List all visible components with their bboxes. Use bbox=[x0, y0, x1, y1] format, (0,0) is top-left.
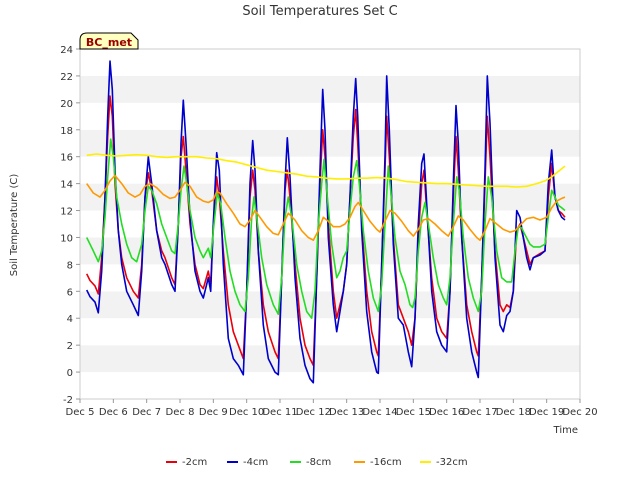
site-badge-label: BC_met bbox=[86, 36, 132, 49]
y-tick-label: 18 bbox=[60, 126, 73, 137]
y-tick-label: 4 bbox=[67, 314, 73, 325]
y-tick-label: 2 bbox=[67, 341, 73, 352]
x-tick-label: Dec 19 bbox=[529, 407, 564, 418]
series-lines bbox=[85, 60, 566, 384]
series-line-8cm bbox=[85, 138, 566, 319]
y-tick-label: -2 bbox=[63, 395, 73, 406]
y-tick-label: 14 bbox=[60, 180, 73, 191]
y-tick-label: 8 bbox=[67, 260, 73, 271]
grid-band bbox=[80, 102, 580, 130]
x-tick-label: Dec 9 bbox=[199, 407, 228, 418]
x-tick-label: Dec 7 bbox=[132, 407, 161, 418]
y-tick-label: 20 bbox=[60, 99, 73, 110]
legend-label: -2cm bbox=[182, 457, 207, 468]
grid-band bbox=[80, 183, 580, 211]
x-tick-label: Dec 12 bbox=[296, 407, 331, 418]
y-tick-label: 24 bbox=[60, 45, 73, 56]
x-tick-label: Dec 18 bbox=[496, 407, 531, 418]
x-tick-label: Dec 20 bbox=[562, 407, 597, 418]
grid-bands bbox=[80, 49, 580, 399]
grid-band bbox=[80, 129, 580, 157]
y-tick-label: 16 bbox=[60, 153, 73, 164]
x-tick-label: Dec 17 bbox=[462, 407, 497, 418]
x-axis-label: Time bbox=[553, 425, 578, 436]
x-tick-label: Dec 11 bbox=[262, 407, 297, 418]
x-tick-label: Dec 5 bbox=[66, 407, 95, 418]
y-tick-label: 22 bbox=[60, 72, 73, 83]
site-badge: BC_met bbox=[79, 32, 139, 50]
y-tick-label: 0 bbox=[67, 368, 73, 379]
grid-band bbox=[80, 49, 580, 76]
grid-band bbox=[80, 156, 580, 184]
y-tick-label: 6 bbox=[67, 287, 73, 298]
site-badge-box bbox=[79, 32, 139, 50]
x-tick-label: Dec 8 bbox=[166, 407, 195, 418]
plot-frame bbox=[79, 48, 581, 400]
legend: -2cm -4cm -8cm -16cm -32cm bbox=[166, 457, 468, 468]
legend-label: -8cm bbox=[306, 457, 331, 468]
series-line-16cm bbox=[86, 174, 566, 241]
x-tick-label: Dec 16 bbox=[429, 407, 464, 418]
x-tick-label: Dec 13 bbox=[329, 407, 364, 418]
grid-band bbox=[80, 345, 580, 373]
x-tick-label: Dec 14 bbox=[362, 407, 397, 418]
x-tick-label: Dec 10 bbox=[229, 407, 264, 418]
legend-label: -16cm bbox=[370, 457, 402, 468]
series-line-32cm bbox=[86, 153, 566, 188]
legend-label: -32cm bbox=[436, 457, 468, 468]
grid-band bbox=[80, 372, 580, 399]
chart-title: Soil Temperatures Set C bbox=[242, 4, 397, 19]
grid-band bbox=[80, 75, 580, 103]
y-tick-label: 10 bbox=[60, 233, 73, 244]
y-tick-label: 12 bbox=[60, 207, 73, 218]
grid-band bbox=[80, 318, 580, 346]
x-tick-label: Dec 6 bbox=[99, 407, 128, 418]
legend-label: -4cm bbox=[243, 457, 268, 468]
series-line-4cm bbox=[85, 60, 566, 384]
x-tick-label: Dec 15 bbox=[396, 407, 431, 418]
grid-band bbox=[80, 291, 580, 319]
y-axis-label: Soil Temperature (C) bbox=[9, 174, 20, 277]
